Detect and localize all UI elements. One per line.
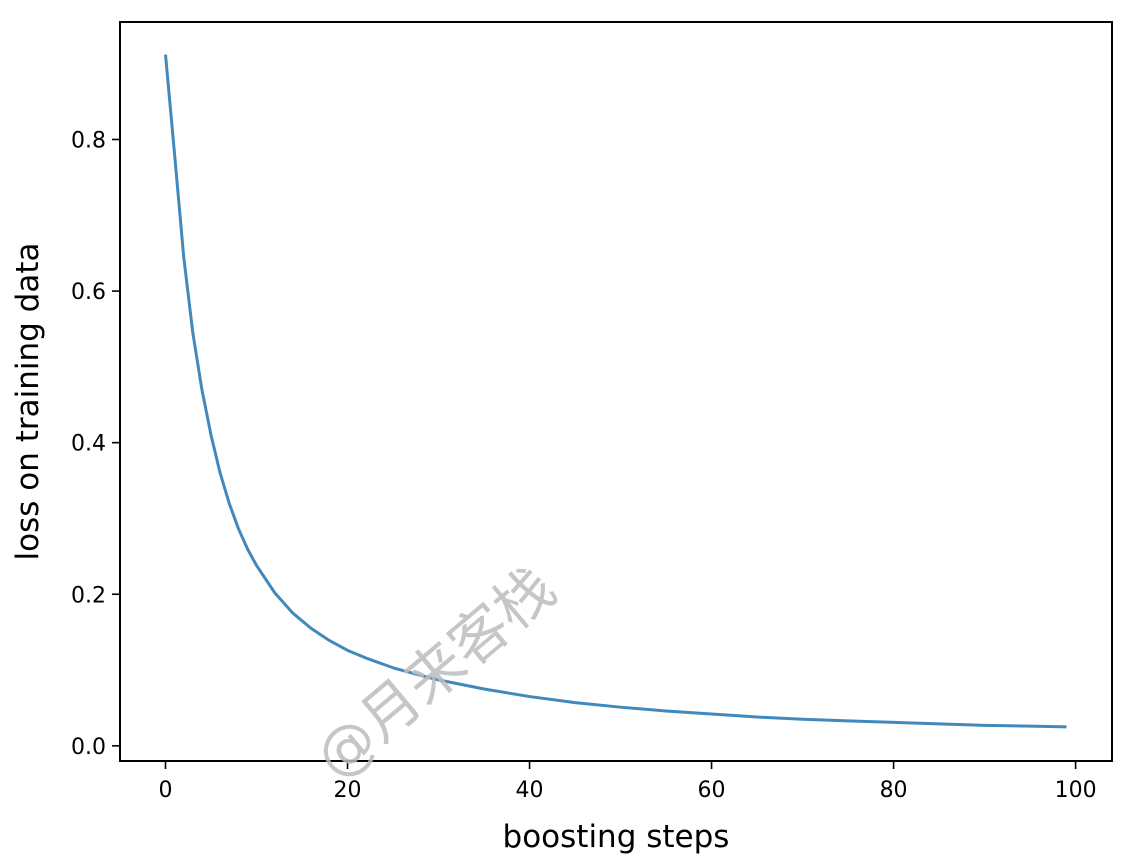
x-axis-label: boosting steps <box>503 819 730 855</box>
x-tick-label: 100 <box>1055 778 1097 803</box>
y-tick-label: 0.4 <box>71 432 106 457</box>
x-tick-label: 40 <box>516 778 544 803</box>
x-tick-label: 0 <box>159 778 173 803</box>
y-tick-label: 0.8 <box>71 128 106 153</box>
x-tick-label: 60 <box>698 778 726 803</box>
y-tick-label: 0.6 <box>71 280 106 305</box>
series-line-0 <box>164 54 1067 729</box>
y-tick-label: 0.0 <box>71 735 106 760</box>
plot-area <box>164 54 1067 729</box>
x-tick-label: 80 <box>880 778 908 803</box>
x-axis-ticks: 0 20 40 60 80 100 <box>159 761 1097 803</box>
plot-frame <box>119 21 1113 762</box>
y-axis-label: loss on training data <box>10 243 46 561</box>
x-tick-label: 20 <box>334 778 362 803</box>
y-tick-label: 0.2 <box>71 583 106 608</box>
y-axis-ticks: 0.0 0.2 0.4 0.6 0.8 <box>71 128 120 760</box>
